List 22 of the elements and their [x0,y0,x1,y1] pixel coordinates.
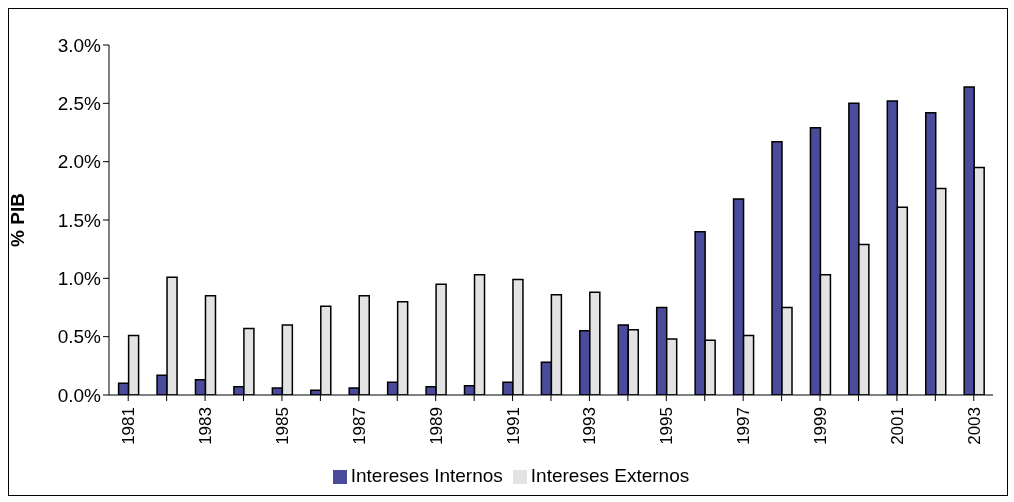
x-tick-label: 1991 [503,407,523,445]
x-tick-label: 1997 [734,407,754,445]
y-tick-label: 0.0% [57,384,102,406]
x-tick-label: 1987 [349,407,369,445]
x-tick-label: 1981 [119,407,139,445]
x-tick-label: 2003 [964,407,984,445]
x-tick-label: 2001 [887,407,907,445]
x-tick-label: 1993 [580,407,600,445]
legend-label: Intereses Internos [350,465,503,486]
x-tick-label: 1989 [426,407,446,445]
x-tick-label: 1999 [811,407,831,445]
x-tick-label: 1983 [196,407,216,445]
y-tick-label: 0.5% [57,326,102,348]
y-tick-label: 2.0% [57,151,102,173]
y-axis-title: % PIB [6,193,28,247]
x-tick-label: 1995 [657,407,677,445]
y-tick-label: 1.0% [57,268,102,290]
y-tick-label: 2.5% [57,93,102,115]
y-tick-label: 1.5% [57,209,102,231]
legend-label: Intereses Externos [530,465,690,486]
y-tick-label: 3.0% [57,34,102,56]
x-tick-label: 1985 [273,407,293,445]
